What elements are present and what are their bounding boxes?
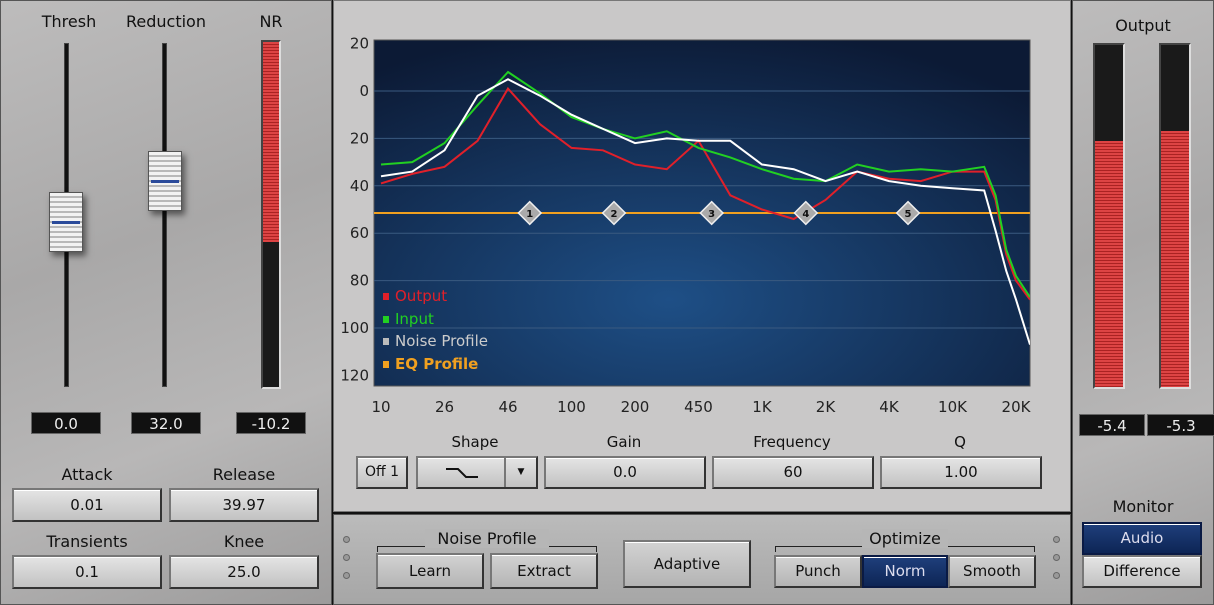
x-tick-label: 100 [557,398,586,416]
optimize-label: Optimize [862,529,948,548]
x-tick-label: 46 [498,398,517,416]
nr-meter [261,40,281,389]
eq-band-node-label: 3 [708,209,715,220]
x-tick-label: 20K [1002,398,1032,416]
output-label: Output [1115,16,1171,35]
x-tick-label: 26 [435,398,454,416]
knee-field[interactable]: 25.0 [169,555,319,589]
reduction-value: 32.0 [131,412,201,434]
legend-swatch [383,361,389,368]
eq-band-node[interactable] [601,200,627,226]
nr-value: -10.2 [236,412,306,434]
shape-select[interactable]: ▼ [416,456,538,489]
legend-label: EQ Profile [395,355,478,373]
punch-button[interactable]: Punch [774,555,862,588]
thresh-label: Thresh [41,12,97,31]
nr-meter-fill [263,42,279,243]
q-field[interactable]: 1.00 [880,456,1042,489]
monitor-difference-button[interactable]: Difference [1082,555,1202,588]
input-line [380,70,1030,298]
transients-label: Transients [46,532,128,551]
q-label: Q [954,433,966,451]
knee-label: Knee [223,532,265,551]
thresh-value: 0.0 [31,412,101,434]
y-tick-label: 100 [340,319,369,337]
right-screws [1053,536,1060,590]
left-panel: Thresh Reduction NR 0.0 32.0 -10.2 Attac… [0,0,332,605]
output-left-value: -5.4 [1079,414,1145,436]
legend-swatch [383,293,389,300]
eq-band-node-label: 5 [905,209,912,220]
gain-field[interactable]: 0.0 [544,456,706,489]
reduction-slider-handle[interactable] [148,150,182,211]
eq-band-node[interactable] [895,200,921,226]
adaptive-button[interactable]: Adaptive [623,540,751,588]
monitor-audio-button[interactable]: Audio [1082,522,1202,555]
extract-button[interactable]: Extract [490,553,598,589]
y-tick-label: 60 [350,224,369,242]
x-tick-label: 2K [816,398,837,416]
nr-label: NR [259,12,283,31]
y-tick-label: 0 [359,82,369,100]
eq-band-node[interactable] [793,200,819,226]
frequency-field[interactable]: 60 [712,456,874,489]
noise-profile-line [380,78,1030,345]
eq-band-node[interactable] [699,200,725,226]
output-meter-left-fill [1095,140,1123,387]
x-tick-label: 200 [621,398,650,416]
release-label: Release [212,465,276,484]
eq-band-node-label: 4 [802,209,809,220]
output-meter-right-fill [1161,130,1189,387]
x-tick-label: 450 [684,398,713,416]
shape-label: Shape [451,433,499,451]
y-tick-label: 80 [350,272,369,290]
left-screws [343,536,350,590]
legend-swatch [383,316,389,323]
reduction-label: Reduction [126,12,206,31]
attack-field[interactable]: 0.01 [12,488,162,522]
reduction-slider-track[interactable] [162,43,167,387]
monitor-label: Monitor [1112,497,1174,516]
y-tick-label: 120 [340,366,369,384]
thresh-slider-handle[interactable] [49,191,83,252]
norm-button[interactable]: Norm [862,555,948,588]
eq-band-node[interactable] [517,200,543,226]
gain-label: Gain [606,433,642,451]
output-meter-right [1159,43,1191,389]
right-panel: Output -5.4 -5.3 Monitor Audio Differenc… [1072,0,1214,605]
legend-swatch [383,338,389,345]
learn-button[interactable]: Learn [376,553,484,589]
band-off-button[interactable]: Off 1 [356,456,408,489]
legend-label: Output [395,287,447,305]
output-meter-left [1093,43,1125,389]
transients-field[interactable]: 0.1 [12,555,162,589]
lowshelf-shape-icon [446,468,478,478]
chevron-down-icon[interactable]: ▼ [504,458,536,487]
y-tick-label: 20 [350,129,369,147]
eq-band-node-label: 2 [610,209,617,220]
smooth-button[interactable]: Smooth [948,555,1036,588]
legend-label: Input [395,310,434,328]
x-tick-label: 1K [752,398,773,416]
release-field[interactable]: 39.97 [169,488,319,522]
y-tick-label: 20 [350,35,369,53]
y-tick-label: 40 [350,177,369,195]
x-tick-label: 4K [879,398,900,416]
output-right-value: -5.3 [1147,414,1214,436]
noise-profile-label: Noise Profile [425,529,549,548]
legend-label: Noise Profile [395,332,488,350]
x-tick-label: 10K [938,398,968,416]
output-line [380,86,1030,301]
attack-label: Attack [61,465,113,484]
eq-band-node-label: 1 [526,209,533,220]
x-tick-label: 10 [371,398,390,416]
frequency-label: Frequency [753,433,831,451]
